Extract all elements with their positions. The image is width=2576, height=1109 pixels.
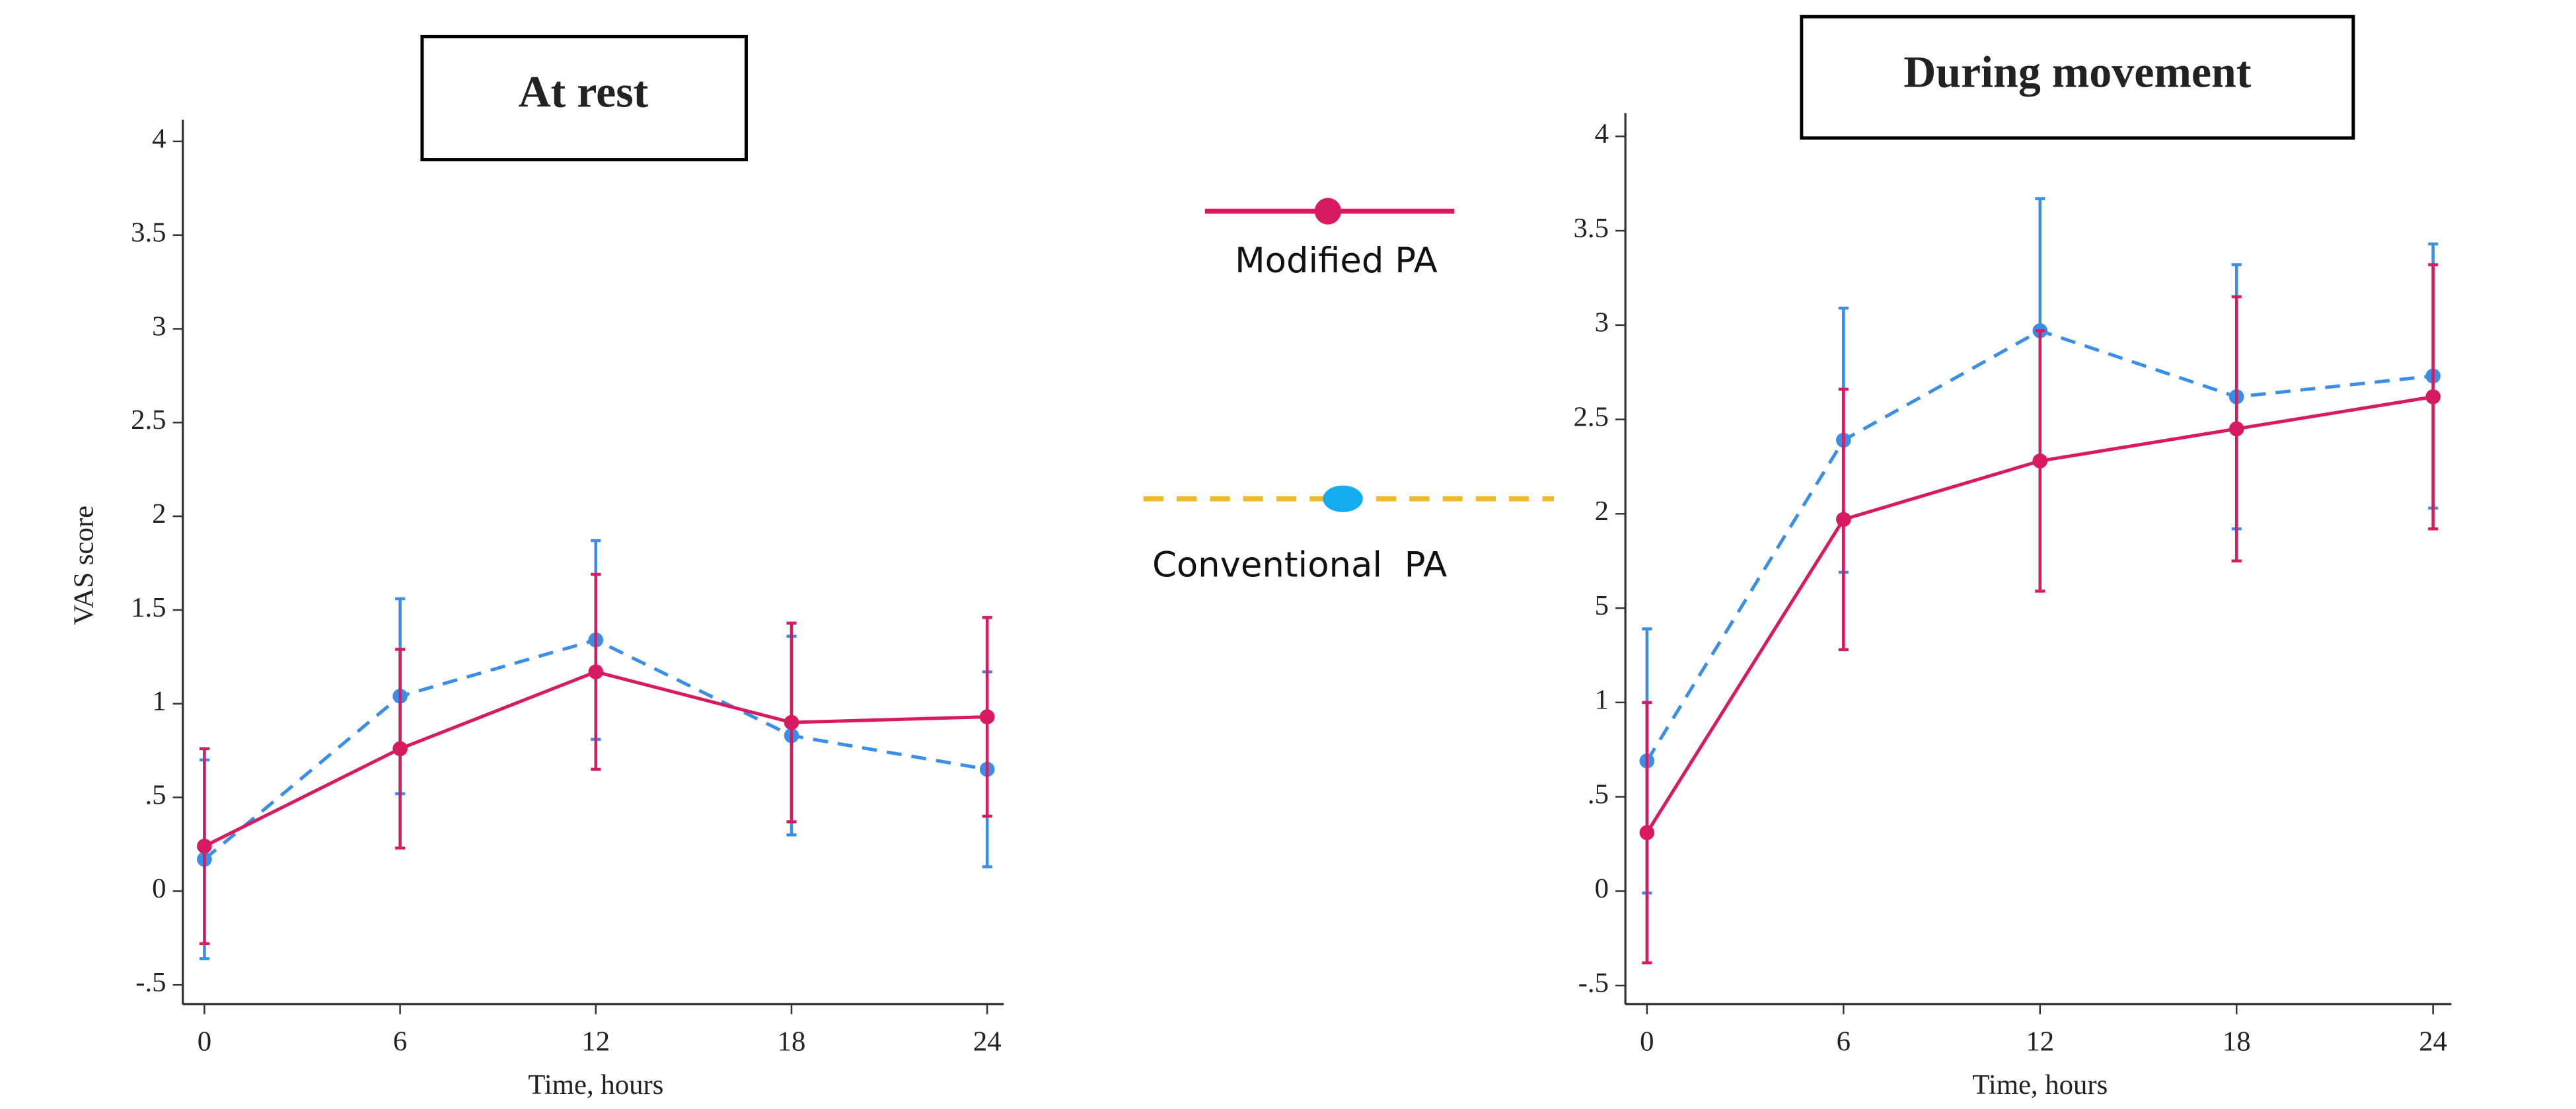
x-tick-label: 6 [1837, 1026, 1851, 1057]
chart-title: During movement [1903, 46, 2252, 96]
y-tick-label: 1 [1595, 685, 1609, 716]
y-tick-label: -.5 [1578, 968, 1609, 999]
y-tick-label: -.5 [135, 967, 166, 998]
legend-marker [1323, 485, 1363, 512]
y-axis-label: VAS score [69, 506, 100, 625]
x-tick-label: 24 [973, 1026, 1002, 1057]
y-tick-label: 3 [1595, 307, 1609, 338]
legend-label: Modified PA [1235, 241, 1438, 281]
y-tick-label: 3.5 [1574, 213, 1609, 244]
legend-marker [1314, 198, 1341, 225]
data-point [2425, 389, 2441, 404]
legend-label: Conventional PA [1152, 545, 1447, 586]
data-point [197, 838, 212, 854]
data-point [784, 714, 799, 730]
y-tick-label: 2.5 [1574, 401, 1609, 432]
y-tick-label: 0 [152, 873, 166, 904]
y-tick-label: 2 [1595, 496, 1609, 527]
x-tick-label: 0 [198, 1026, 211, 1057]
data-point [588, 664, 604, 679]
y-tick-label: 3 [152, 311, 166, 342]
data-point [1639, 825, 1655, 841]
y-tick-label: 4 [1595, 118, 1609, 149]
x-tick-label: 18 [2223, 1026, 2251, 1057]
data-point [2032, 453, 2048, 469]
series [1639, 263, 2441, 965]
y-tick-label: 4 [152, 124, 166, 155]
x-tick-label: 6 [393, 1026, 407, 1057]
x-tick-label: 24 [2419, 1026, 2447, 1057]
series [197, 572, 995, 946]
x-tick-label: 12 [2026, 1026, 2054, 1057]
x-tick-label: 18 [778, 1026, 806, 1057]
y-tick-label: 3.5 [131, 217, 166, 249]
y-tick-label: .5 [1588, 779, 1609, 810]
y-tick-label: 1 [152, 686, 166, 717]
data-point [392, 741, 408, 757]
y-tick-label: 2.5 [131, 404, 166, 436]
y-tick-label: .5 [145, 779, 166, 810]
y-tick-label: 0 [1595, 873, 1609, 904]
x-axis-label: Time, hours [1972, 1069, 2108, 1100]
y-tick-label: 5 [1595, 590, 1609, 621]
data-point [979, 709, 995, 724]
title-box [420, 34, 748, 162]
x-tick-label: 12 [581, 1026, 610, 1057]
x-tick-label: 0 [1640, 1026, 1654, 1057]
title-box [1800, 15, 2355, 140]
y-tick-label: 1.5 [131, 592, 166, 623]
y-tick-label: 2 [152, 498, 166, 529]
data-point [2228, 421, 2244, 437]
x-axis-label: Time, hours [528, 1069, 663, 1100]
chart-title: At rest [519, 67, 649, 117]
data-point [1835, 512, 1851, 527]
